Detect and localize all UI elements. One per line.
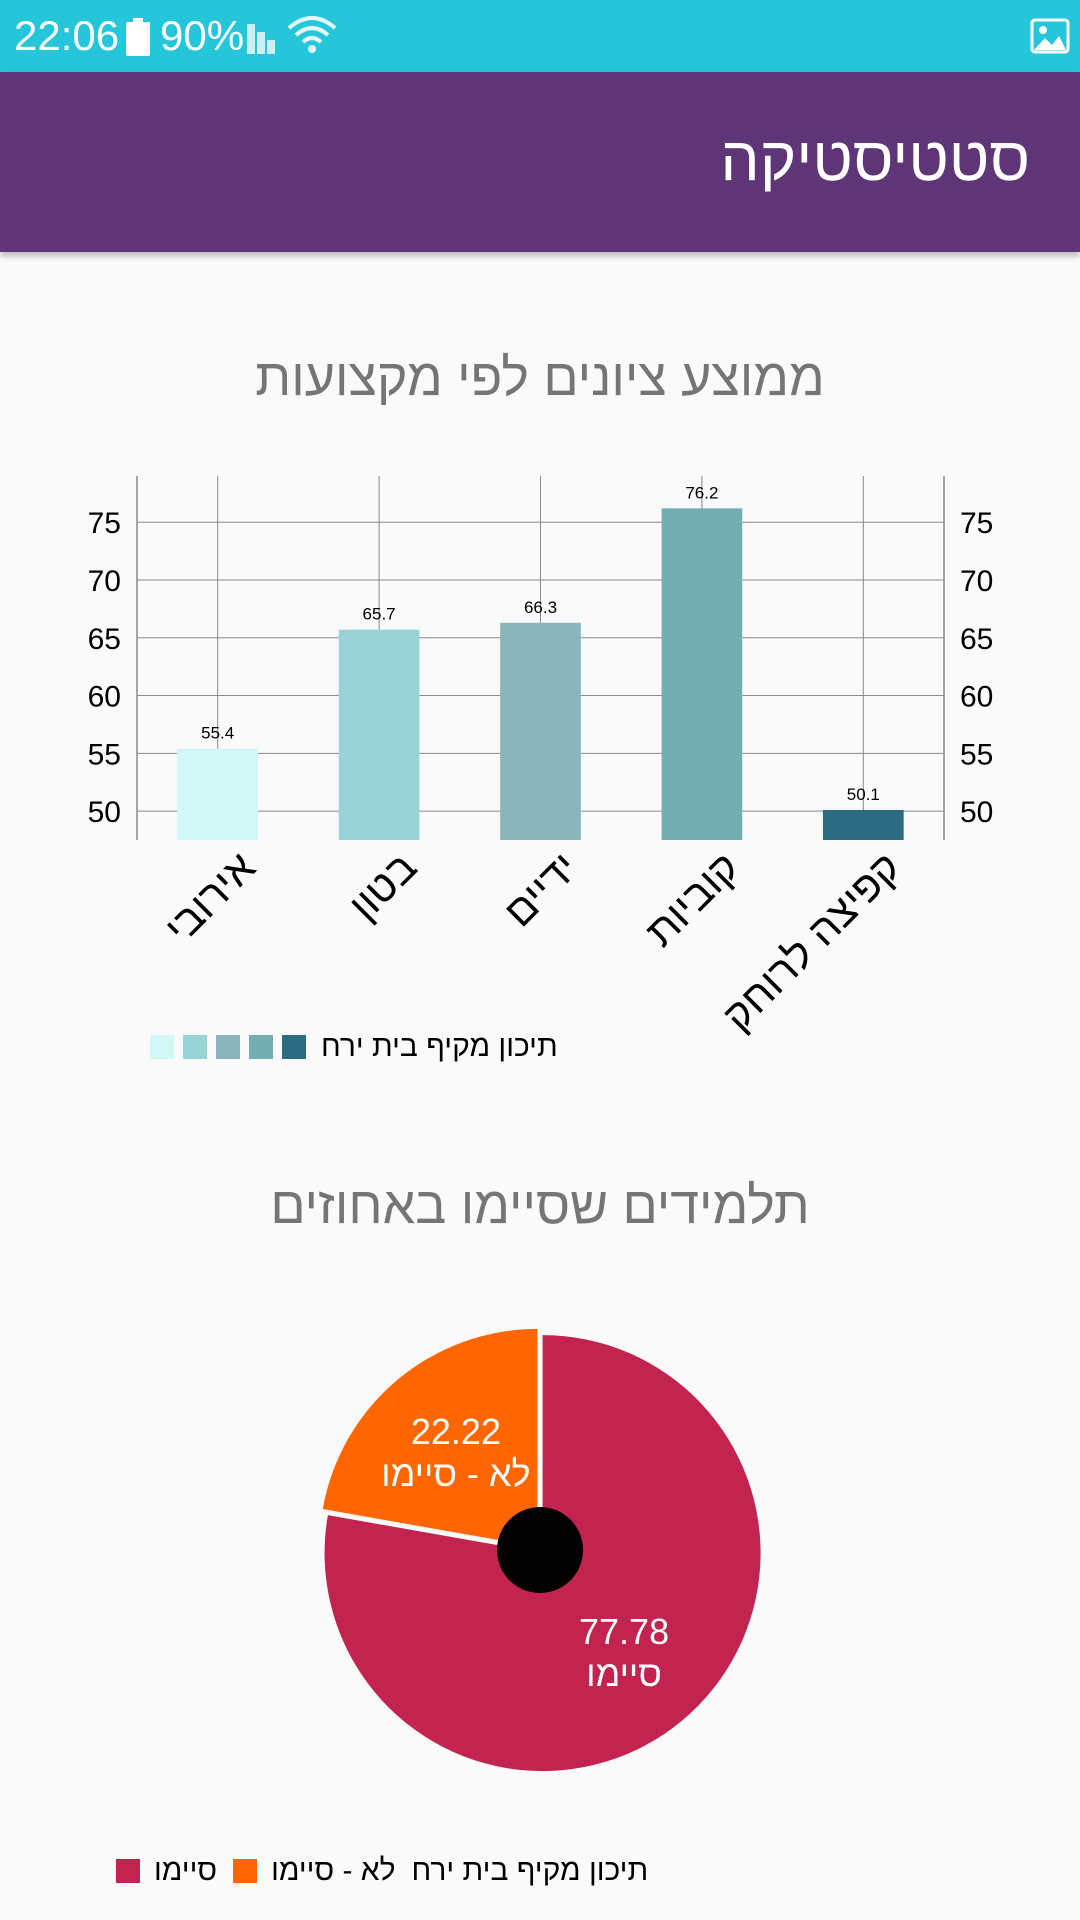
status-time: 22:06 bbox=[14, 12, 120, 59]
bar-chart-legend: תיכון מקיף בית ירח bbox=[150, 1030, 558, 1064]
battery-percent: 90% bbox=[160, 12, 245, 59]
bar bbox=[177, 748, 259, 840]
app-bar: סטטיסטיקה bbox=[0, 72, 1080, 252]
y-tick-label-right: 65 bbox=[960, 623, 993, 656]
y-tick-label-right: 75 bbox=[960, 507, 993, 540]
y-tick-label-left: 60 bbox=[88, 681, 121, 714]
signal-icon bbox=[245, 18, 283, 59]
pie-chart-legend: סיימו לא - סיימו תיכון מקיף בית ירח bbox=[116, 1854, 648, 1888]
legend-item: סיימו bbox=[116, 1854, 217, 1888]
legend-swatch bbox=[150, 1035, 174, 1059]
bar-chart: 50 50 55 55 60 60 65 65 70 70 75 75 55.4 אירובי 65.7 בט… bbox=[88, 476, 993, 1039]
bar bbox=[338, 629, 420, 840]
x-tick-label: ידיים bbox=[494, 843, 586, 935]
x-tick-label: אירובי bbox=[155, 843, 264, 952]
status-bar: 22:06 90% bbox=[0, 0, 1080, 72]
y-tick-label-right: 70 bbox=[960, 565, 993, 598]
pie-slice bbox=[324, 1335, 761, 1772]
slice-name-label: סיימו bbox=[586, 1653, 662, 1694]
image-icon bbox=[1030, 18, 1070, 59]
legend-swatch bbox=[116, 1859, 140, 1883]
legend-swatch bbox=[216, 1035, 240, 1059]
bar bbox=[822, 809, 904, 840]
bar-value-label: 66.3 bbox=[524, 598, 557, 617]
x-tick-label: בטון bbox=[340, 843, 426, 929]
legend-swatch bbox=[233, 1859, 258, 1883]
y-tick-label-right: 50 bbox=[960, 796, 993, 829]
wifi-icon bbox=[287, 16, 337, 61]
bar-value-label: 76.2 bbox=[685, 483, 718, 502]
legend-group-label: תיכון מקיף בית ירח bbox=[411, 1854, 649, 1887]
legend-label: סיימו bbox=[154, 1854, 218, 1887]
legend-label: תיכון מקיף בית ירח bbox=[321, 1030, 558, 1063]
legend-swatch bbox=[249, 1035, 273, 1059]
legend-swatch bbox=[282, 1035, 306, 1059]
slice-value-label: 77.78 bbox=[579, 1611, 669, 1652]
y-tick-label-left: 65 bbox=[88, 623, 121, 656]
y-tick-label-left: 55 bbox=[88, 738, 121, 771]
y-tick-label-left: 50 bbox=[88, 796, 121, 829]
y-tick-label-right: 55 bbox=[960, 738, 993, 771]
pie-center-hole bbox=[497, 1507, 583, 1593]
bar-value-label: 55.4 bbox=[201, 724, 234, 743]
x-tick-label: קוביות bbox=[636, 843, 748, 955]
legend-item: לא - סיימו bbox=[233, 1854, 396, 1888]
pie-slice bbox=[322, 1328, 538, 1547]
slice-value-label: 22.22 bbox=[411, 1411, 501, 1452]
bar-value-label: 65.7 bbox=[363, 605, 396, 624]
bar bbox=[500, 622, 581, 840]
battery-icon bbox=[124, 18, 152, 61]
slice-name-label: לא - סיימו bbox=[381, 1453, 530, 1494]
pie-chart-title: תלמידים שסיימו באחוזים bbox=[270, 1177, 810, 1235]
bar bbox=[661, 508, 743, 840]
bar-value-label: 50.1 bbox=[847, 785, 880, 804]
y-tick-label-left: 70 bbox=[88, 565, 121, 598]
y-tick-label-left: 75 bbox=[88, 507, 121, 540]
y-tick-label-right: 60 bbox=[960, 681, 993, 714]
app-title: סטטיסטיקה bbox=[720, 125, 1030, 194]
legend-swatch bbox=[183, 1035, 207, 1059]
legend-label: לא - סיימו bbox=[271, 1854, 396, 1887]
bar-chart-title: ממוצע ציונים לפי מקצועות bbox=[255, 349, 825, 407]
